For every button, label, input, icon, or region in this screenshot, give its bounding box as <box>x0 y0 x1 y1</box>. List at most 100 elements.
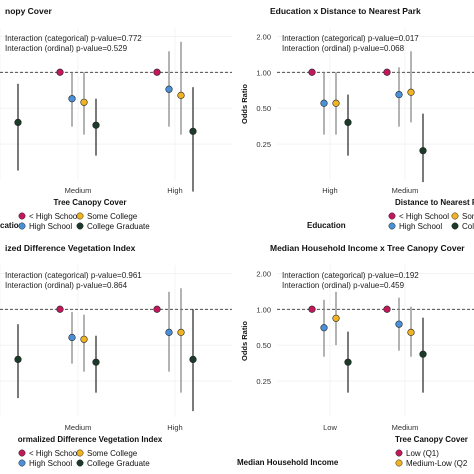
legend-title: cation <box>0 221 24 230</box>
interaction-annotation: Interaction (ordinal) p-value=0.864 <box>5 281 128 290</box>
legend-marker <box>18 212 26 220</box>
x-tick-label: High <box>167 186 182 195</box>
x-tick-label: Medium <box>65 423 92 432</box>
x-tick-label: Low <box>323 423 337 432</box>
legend-marker <box>451 222 459 230</box>
data-point <box>92 358 100 366</box>
legend-marker <box>388 212 396 220</box>
data-point <box>332 314 340 322</box>
data-point <box>177 328 185 336</box>
chart-title: Education x Distance to Nearest Park <box>270 6 421 16</box>
legend-label: College Graduate <box>87 222 150 231</box>
x-tick-label: Medium <box>392 423 419 432</box>
data-point <box>344 118 352 126</box>
data-point <box>383 68 391 76</box>
data-point <box>80 98 88 106</box>
data-point <box>395 90 403 99</box>
legend-marker <box>76 222 84 230</box>
legend-title: Education <box>307 221 346 230</box>
legend-label: Some College <box>87 212 138 221</box>
data-point <box>419 147 427 155</box>
x-axis-label: Tree Canopy Cover <box>395 435 468 444</box>
y-tick-label: 0.25 <box>256 377 271 386</box>
y-tick-label: 0.25 <box>256 140 271 149</box>
x-axis-label: ormalized Difference Vegetation Index <box>18 435 163 444</box>
legend-marker <box>395 449 403 457</box>
data-point <box>407 88 415 96</box>
legend-marker <box>18 222 26 230</box>
data-point <box>14 118 22 126</box>
legend-label: Some <box>462 212 474 221</box>
data-point <box>92 121 100 129</box>
data-point <box>14 355 22 363</box>
data-point <box>320 324 328 332</box>
legend-marker <box>395 459 403 467</box>
chart-title: nopy Cover <box>5 6 52 16</box>
data-point <box>165 85 173 93</box>
y-tick-label: 1.00 <box>256 305 271 314</box>
legend-label: Colle <box>462 222 474 231</box>
legend-marker <box>76 212 84 220</box>
legend-marker <box>451 212 459 220</box>
data-point <box>153 68 161 76</box>
data-point <box>165 328 173 336</box>
y-axis-label: Odds Ratio <box>240 321 249 361</box>
legend-marker <box>76 459 84 467</box>
legend-marker <box>76 449 84 457</box>
data-point <box>68 333 76 342</box>
chart-title: ized Difference Vegetation Index <box>5 243 136 253</box>
data-point <box>308 68 316 76</box>
data-point <box>80 335 88 343</box>
y-tick-label: 2.00 <box>256 32 271 41</box>
legend-label: < High School <box>399 212 449 221</box>
data-point <box>189 355 197 363</box>
data-point <box>332 99 340 107</box>
x-tick-label: Medium <box>65 186 92 195</box>
legend-marker <box>18 449 26 457</box>
interaction-annotation: Interaction (categorical) p-value=0.961 <box>5 271 142 280</box>
y-tick-label: 0.50 <box>256 341 271 350</box>
interaction-annotation: Interaction (ordinal) p-value=0.068 <box>282 44 405 53</box>
data-point <box>383 305 391 313</box>
y-axis-label: Odds Ratio <box>240 84 249 124</box>
data-point <box>56 305 64 313</box>
data-point <box>308 305 316 313</box>
chart-title: Median Household Income x Tree Canopy Co… <box>270 243 465 253</box>
x-tick-label: High <box>322 186 337 195</box>
data-point <box>419 350 427 358</box>
x-axis-label: Distance to Nearest Par <box>395 198 474 207</box>
interaction-annotation: Interaction (categorical) p-value=0.017 <box>282 34 419 43</box>
legend-marker <box>388 222 396 230</box>
y-tick-label: 0.50 <box>256 104 271 113</box>
data-point <box>407 328 415 336</box>
data-point <box>320 99 328 107</box>
interaction-annotation: Interaction (ordinal) p-value=0.459 <box>282 281 405 290</box>
legend-label: High School <box>29 222 72 231</box>
y-tick-label: 2.00 <box>256 269 271 278</box>
panel-3: ized Difference Vegetation Index Interact… <box>0 243 232 468</box>
data-point <box>68 95 76 103</box>
x-tick-label: Medium <box>392 186 419 195</box>
legend-label: Some College <box>87 449 138 458</box>
legend-label: High School <box>399 222 442 231</box>
legend-label: Low (Q1) <box>406 449 439 458</box>
legend-label: Medium-Low (Q2 <box>406 459 468 468</box>
legend-label: < High School <box>29 212 79 221</box>
y-tick-label: 1.00 <box>256 68 271 77</box>
panel-4: Median Household Income x Tree Canopy Co… <box>237 243 474 468</box>
x-axis-label: Tree Canopy Cover <box>54 198 127 207</box>
legend-title: Median Household Income <box>237 458 339 467</box>
interaction-annotation: Interaction (ordinal) p-value=0.529 <box>5 44 128 53</box>
data-point <box>344 358 352 366</box>
data-point <box>56 68 64 76</box>
legend-marker <box>18 459 26 467</box>
interaction-annotation: Interaction (categorical) p-value=0.772 <box>5 34 142 43</box>
data-point <box>395 320 403 328</box>
legend-label: High School <box>29 459 72 468</box>
interaction-annotation: Interaction (categorical) p-value=0.192 <box>282 271 419 280</box>
legend-label: College Graduate <box>87 459 150 468</box>
panel-2: Education x Distance to Nearest Park 0.25… <box>240 6 474 231</box>
data-point <box>153 305 161 313</box>
x-tick-label: High <box>167 423 182 432</box>
